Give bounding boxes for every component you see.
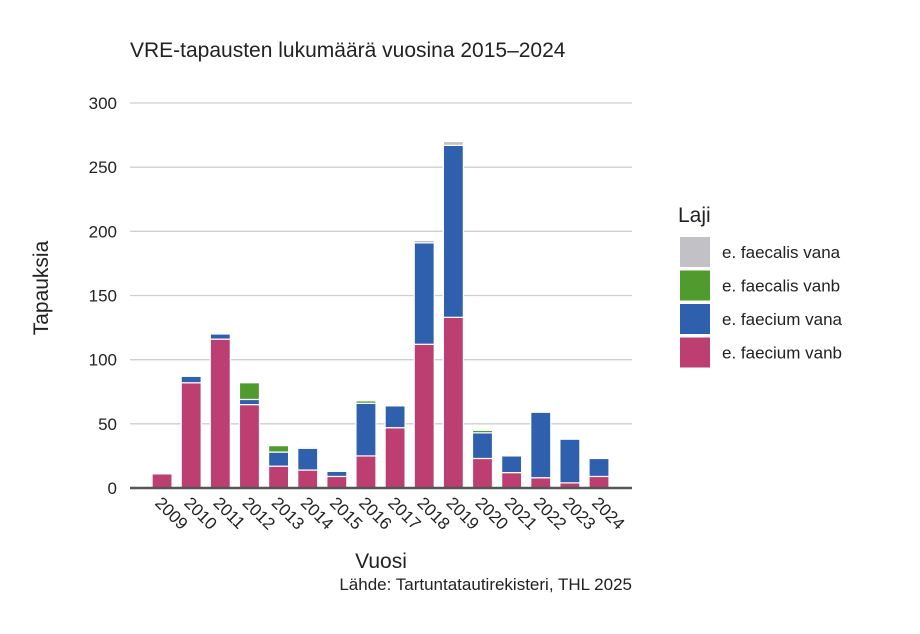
x-tick-label: 2021 xyxy=(501,493,541,533)
x-tick-label: 2015 xyxy=(326,493,366,533)
legend-swatch xyxy=(680,337,710,368)
chart-title: VRE-tapausten lukumäärä vuosina 2015–202… xyxy=(130,39,566,62)
x-tick-label: 2019 xyxy=(443,493,483,533)
bar-segment xyxy=(209,333,231,340)
x-tick-label: 2023 xyxy=(559,493,599,533)
legend-label: e. faecium vanb xyxy=(722,344,842,363)
x-tick-label: 2016 xyxy=(355,493,395,533)
bar-segment xyxy=(267,445,290,453)
x-tick-label: 2017 xyxy=(384,493,424,533)
bar-segment xyxy=(355,402,377,457)
x-tick-label: 2012 xyxy=(239,493,279,533)
y-tick-label: 250 xyxy=(89,158,117,177)
bar-segment xyxy=(326,469,348,472)
legend-swatch xyxy=(680,304,710,334)
bar-segment xyxy=(442,316,464,489)
bar-segment xyxy=(588,475,610,489)
bar-segment xyxy=(297,446,319,449)
y-tick-label: 200 xyxy=(89,222,117,241)
legend-swatch xyxy=(680,270,710,301)
legend-swatch xyxy=(680,237,710,267)
legend-label: e. faecalis vana xyxy=(722,243,841,262)
y-tick-label: 0 xyxy=(108,479,117,498)
bar-segment xyxy=(442,140,464,146)
bar-segment xyxy=(384,427,406,489)
bar-segment xyxy=(530,477,552,489)
bar-segment xyxy=(471,428,494,431)
bar-segment xyxy=(238,403,261,489)
bar-segment xyxy=(267,465,290,489)
bar-segment xyxy=(413,343,435,489)
bar-segment xyxy=(209,338,231,489)
bar-segment xyxy=(413,239,435,244)
bar-segment xyxy=(384,405,406,429)
bar-segment xyxy=(442,144,464,318)
x-tick-label: 2020 xyxy=(472,493,512,533)
x-tick-label: 2018 xyxy=(413,493,453,533)
legend-title: Laji xyxy=(678,204,711,227)
x-tick-label: 2014 xyxy=(297,493,337,533)
x-tick-label: 2013 xyxy=(268,493,308,533)
bar-segment xyxy=(151,473,173,489)
legend-label: e. faecalis vanb xyxy=(722,277,840,296)
bar-segment xyxy=(501,472,523,489)
bar-segment xyxy=(180,382,202,489)
bar-segment xyxy=(297,447,319,471)
bar-segment xyxy=(588,457,610,478)
bar-segment xyxy=(267,451,290,467)
bar-segment xyxy=(180,375,202,384)
x-axis-title: Vuosi xyxy=(355,550,407,573)
bar-segment xyxy=(355,455,377,489)
bar-segment xyxy=(238,382,261,401)
bar-segment xyxy=(326,470,348,478)
y-tick-label: 100 xyxy=(89,351,117,370)
bar-segment xyxy=(530,411,552,479)
bar-segment xyxy=(238,398,261,406)
bar-segment xyxy=(501,455,523,474)
bar-segment xyxy=(559,438,581,484)
bar-segment xyxy=(471,432,494,460)
x-tick-label: 2011 xyxy=(209,493,248,532)
caption: Lähde: Tartuntatautirekisteri, THL 2025 xyxy=(339,575,632,594)
bar-segment xyxy=(413,242,435,345)
x-tick-label: 2024 xyxy=(588,493,628,533)
legend-label: e. faecium vana xyxy=(722,310,843,329)
y-tick-label: 300 xyxy=(89,94,117,113)
bar-segment xyxy=(297,469,319,489)
y-axis-title: Tapauksia xyxy=(30,240,53,335)
y-tick-label: 50 xyxy=(98,415,117,434)
x-tick-label: 2022 xyxy=(530,493,570,533)
x-tick-label: 2010 xyxy=(180,493,220,533)
y-tick-label: 150 xyxy=(89,287,117,306)
bar-segment xyxy=(326,475,348,489)
x-tick-label: 2009 xyxy=(151,493,191,533)
bar-segment xyxy=(471,457,494,489)
bar-segment xyxy=(355,398,377,402)
